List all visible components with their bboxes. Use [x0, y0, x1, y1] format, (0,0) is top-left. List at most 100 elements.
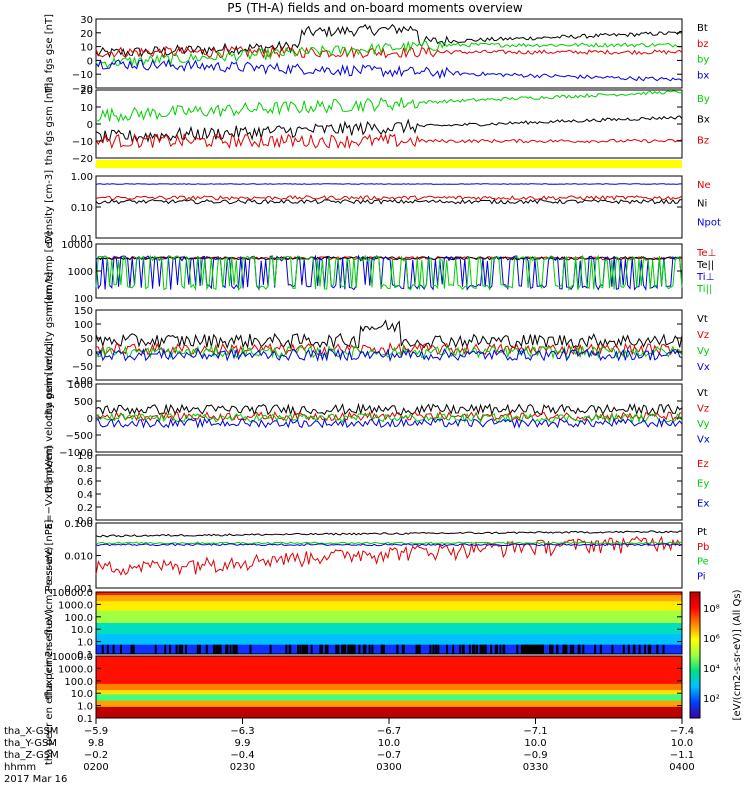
spectrogram-gap: [181, 644, 184, 654]
x-tick-label: 0300: [376, 762, 401, 773]
y-axis-label: tha fgs gse [nT]: [44, 14, 55, 93]
y-tick-label: 0.100: [64, 519, 93, 530]
spectrogram-gap: [347, 644, 350, 654]
spectrogram-gap: [562, 644, 565, 654]
spectrogram-gap: [541, 644, 544, 654]
series-line: [95, 115, 683, 144]
spectrogram-gap: [380, 644, 383, 654]
legend-ne: Ne: [697, 180, 711, 191]
chart-title: P5 (TH-A) fields and on-board moments ov…: [227, 1, 523, 15]
spectrogram-gap: [353, 644, 356, 654]
colorbar-tick-label: 10⁴: [703, 664, 720, 675]
legend-te⊥: Te⊥: [696, 248, 716, 259]
spectrogram-band: [96, 601, 682, 612]
series-line: [95, 132, 683, 150]
spectrogram-gap: [285, 644, 288, 654]
x-tick-label: −6.7: [377, 726, 401, 737]
y-tick-label: 500: [74, 397, 93, 408]
x-tick-label: 10.0: [671, 738, 693, 749]
spectrogram-gap: [351, 644, 354, 654]
spectrogram-gap: [303, 644, 306, 654]
series-line: [95, 183, 682, 185]
legend-bx: Bx: [697, 115, 710, 126]
panel-pressure: 0.100 0.010 0.001 Pressure [nPa] Pt Pb Pe Pi: [44, 519, 709, 595]
series-line: [95, 58, 683, 82]
spectrogram-band: [96, 683, 682, 691]
x-tick-label: 0200: [83, 762, 108, 773]
spectrogram-gap: [599, 644, 602, 654]
y-tick-label: 10000.0: [52, 652, 93, 663]
colorbar-tick-label: 10⁸: [703, 604, 720, 615]
spectrogram-gap: [569, 644, 572, 654]
spectrogram-gap: [417, 644, 420, 654]
spectrogram-band: [96, 592, 682, 596]
spectrogram-gap: [168, 644, 171, 654]
spectrogram-gap: [494, 644, 497, 654]
legend-npot: Npot: [697, 217, 721, 228]
x-tick-label: 9.8: [88, 738, 104, 749]
legend-ti⊥: Ti⊥: [696, 272, 714, 283]
spectrogram-gap: [269, 644, 272, 654]
spectrogram-gap: [185, 644, 188, 654]
spectrogram-gap: [175, 644, 178, 654]
spectrogram-gap: [435, 644, 438, 654]
series-line: [95, 410, 683, 422]
spectrogram-gap: [219, 644, 222, 654]
series-line: [95, 23, 682, 59]
colorbar: [689, 591, 701, 719]
legend-vt: Vt: [697, 388, 708, 399]
y-tick-label: 0: [87, 56, 93, 67]
spectrogram-gap: [473, 644, 476, 654]
spectrogram-gap: [320, 644, 323, 654]
y-axis-label: E=−VxB [mV/m]: [44, 446, 55, 529]
spectrogram-gap: [452, 644, 455, 654]
y-axis-label: tha peem velocity gsm [km/s]: [44, 343, 55, 493]
spectrogram-gap: [495, 644, 498, 654]
x-tick-label: −0.4: [230, 750, 254, 761]
panel-efield: 1.0 0.8 0.6 0.4 0.2 0.0 E=−VxB [mV/m] Ez Ey Ex: [44, 446, 709, 529]
colorbar-tick-label: 10⁶: [703, 634, 720, 645]
y-tick-label: 1000: [68, 267, 93, 278]
spectrogram-gap: [288, 644, 291, 654]
spectrogram-gap: [341, 644, 344, 654]
spectrogram-gap: [297, 644, 300, 654]
spectrogram-gap: [503, 644, 506, 654]
y-tick-label: −20: [72, 154, 93, 165]
y-tick-label: 10.0: [71, 689, 93, 700]
legend-ez: Ez: [697, 459, 709, 470]
y-tick-label: 1.00: [71, 172, 93, 183]
y-tick-label: 10: [80, 43, 93, 54]
legend-by: By: [697, 94, 710, 105]
y-tick-label: 10.0: [71, 625, 93, 636]
y-tick-label: 20: [80, 29, 93, 40]
panel-frame: [95, 454, 683, 521]
y-tick-label: 10: [80, 103, 93, 114]
spectrogram-gap: [415, 644, 418, 654]
panel-frame: [95, 175, 683, 239]
y-axis-label: tha peim velocity gsm [km/s]: [44, 272, 55, 419]
spectrogram-band: [96, 690, 682, 695]
y-axis-label: Density [cm-3]: [44, 170, 55, 244]
spectrogram-gap: [178, 644, 181, 654]
y-axis-label: tha peir en eflux (cm2-s-sr-eV): [44, 547, 55, 700]
series-line: [95, 535, 683, 576]
series-line: [95, 347, 683, 363]
spectrogram-gap: [306, 644, 309, 654]
legend-bx: bx: [697, 70, 709, 81]
y-tick-label: −10: [72, 70, 93, 81]
x-tick-label: −7.4: [670, 726, 694, 737]
y-tick-label: 30: [80, 15, 93, 26]
spectrogram-band: [96, 706, 682, 719]
spectrogram-gap: [459, 644, 462, 654]
x-tick-label: −7.1: [523, 726, 547, 737]
colorbars: 10⁸ 10⁶ 10⁴ 10² [eV/(cm2-s-sr-eV)] (All Qs): [689, 589, 743, 720]
spectrogram-gap: [106, 644, 109, 654]
spectrogram-gap: [112, 644, 115, 654]
panel-frame: [95, 18, 683, 89]
y-tick-label: −1000: [59, 448, 93, 459]
y-tick-label: 20: [80, 86, 93, 97]
